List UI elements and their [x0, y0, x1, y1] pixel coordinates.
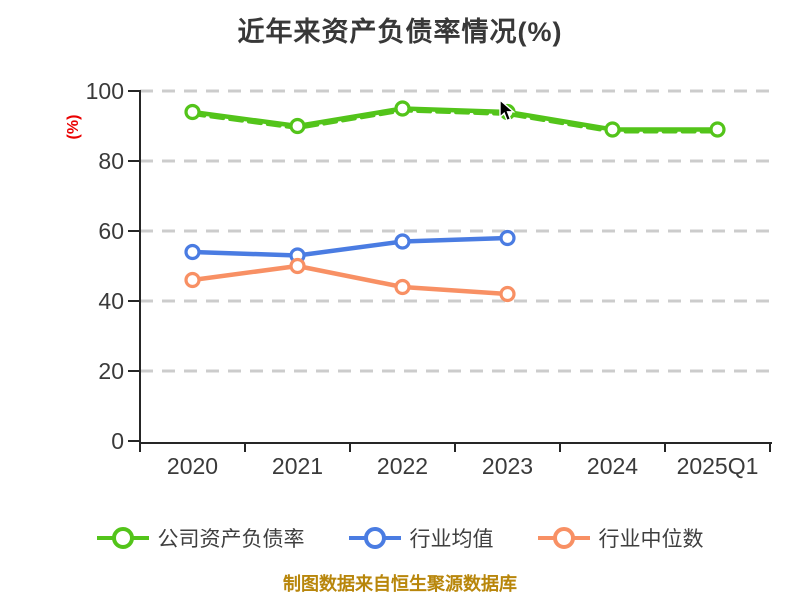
x-tick-label-2024: 2024 — [587, 453, 638, 479]
company-debt-ratio-line-dash-overlay — [190, 108, 720, 134]
mouse-cursor — [499, 98, 516, 122]
industry-median-marker-2022 — [394, 278, 411, 296]
industry-average-marker-2022 — [394, 233, 411, 250]
legend-label-industry-average: 行业均值 — [409, 528, 494, 551]
y-tick-label-60: 60 — [98, 218, 124, 244]
x-tick-label-2023: 2023 — [482, 453, 533, 479]
company-debt-ratio-marker-2021 — [289, 117, 306, 135]
x-tick-label-2020: 2020 — [167, 453, 218, 479]
industry-median-marker-2023 — [499, 285, 516, 303]
legend-item-industry-median[interactable]: 行业中位数 — [537, 523, 704, 553]
legend-marker-industry-median-icon — [537, 527, 590, 549]
x-tick-label-2022: 2022 — [377, 453, 428, 479]
x-tick-label-2025Q1: 2025Q1 — [677, 453, 759, 479]
plot-area: 0 20 40 60 80 100 2020 2021 2022 2023 2024 2025Q1 (%… — [65, 78, 772, 479]
industry-median-line — [190, 263, 510, 297]
industry-average-marker-2023 — [499, 229, 516, 247]
industry-median-marker-2021 — [289, 257, 306, 275]
industry-average-line — [190, 235, 510, 258]
company-debt-ratio-marker-2024 — [604, 121, 621, 138]
legend-item-industry-average[interactable]: 行业均值 — [348, 523, 494, 553]
industry-median-marker-2020 — [184, 271, 201, 289]
industry-average-marker-2020 — [184, 243, 201, 261]
data-source-note: 制图数据来自恒生聚源数据库 — [283, 574, 517, 594]
y-axis-unit-label: (%) — [65, 115, 82, 140]
legend-label-company-debt-ratio: 公司资产负债率 — [157, 528, 305, 551]
company-debt-ratio-marker-2020 — [184, 103, 201, 121]
company-debt-ratio-marker-2022 — [394, 100, 411, 117]
legend-marker-industry-average-icon — [348, 527, 401, 549]
company-debt-ratio-marker-2025Q1 — [709, 121, 726, 138]
y-tick-label-80: 80 — [98, 148, 124, 174]
chart-title: 近年来资产负债率情况(%) — [237, 17, 563, 47]
legend-marker-company-debt-ratio-icon — [96, 527, 149, 549]
legend: 公司资产负债率 行业均值 行业中位数 — [0, 518, 800, 558]
legend-label-industry-median: 行业中位数 — [598, 528, 704, 551]
y-tick-label-100: 100 — [86, 78, 124, 104]
legend-item-company-debt-ratio[interactable]: 公司资产负债率 — [96, 523, 305, 553]
y-tick-label-0: 0 — [111, 428, 124, 454]
y-tick-label-40: 40 — [98, 288, 124, 314]
y-tick-label-20: 20 — [98, 358, 124, 384]
x-tick-label-2021: 2021 — [272, 453, 323, 479]
